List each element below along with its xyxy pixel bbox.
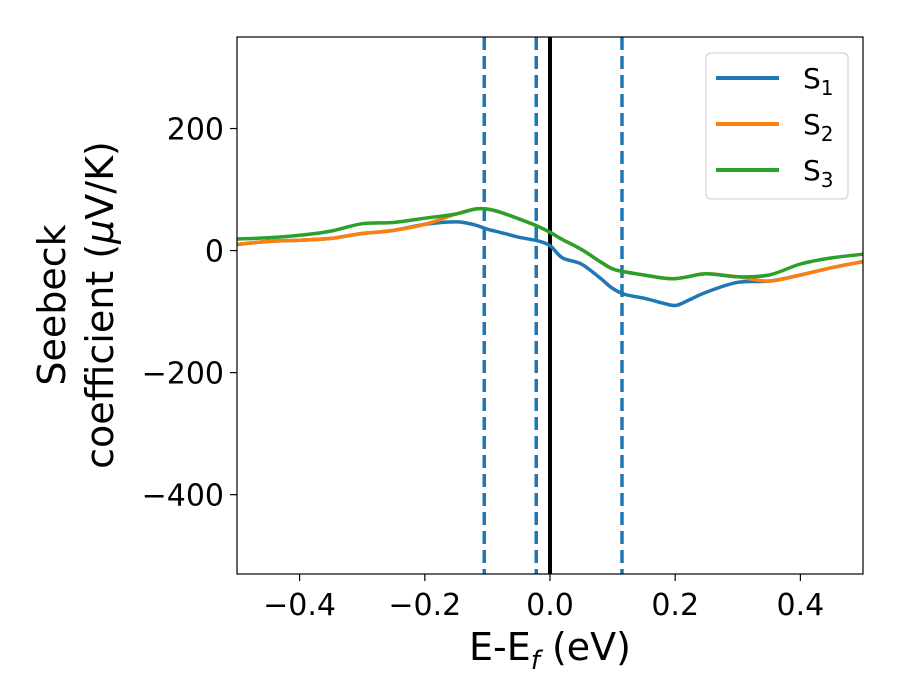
- legend: S1 S2 S3: [705, 52, 849, 200]
- x-ticks: −0.4 −0.2 0.0 0.2 0.4: [263, 574, 824, 623]
- legend-label-s2: S2: [803, 108, 834, 146]
- y-ticks: −400 −200 0 200: [142, 113, 237, 514]
- series-layer: [236, 206, 864, 308]
- y-tick-label: −400: [142, 479, 224, 514]
- vertical-reference-lines: [482, 37, 624, 574]
- x-axis-label: E-Ef (eV): [469, 625, 631, 676]
- x-tick-label: −0.4: [263, 588, 336, 623]
- legend-label-s1: S1: [803, 62, 834, 100]
- x-tick-label: 0.0: [526, 588, 574, 623]
- x-tick-label: −0.2: [388, 588, 461, 623]
- x-tick-label: 0.2: [651, 588, 699, 623]
- series-line-s3: [236, 206, 864, 281]
- legend-label-s3: S3: [803, 154, 834, 192]
- y-axis-label-line1: Seebeck: [30, 224, 74, 385]
- x-tick-label: 0.4: [777, 588, 825, 623]
- y-tick-label: −200: [142, 357, 224, 392]
- y-axis-label-line2: coefficient (μV/K): [78, 141, 122, 469]
- y-tick-label: 200: [167, 113, 224, 148]
- y-tick-label: 0: [205, 235, 224, 270]
